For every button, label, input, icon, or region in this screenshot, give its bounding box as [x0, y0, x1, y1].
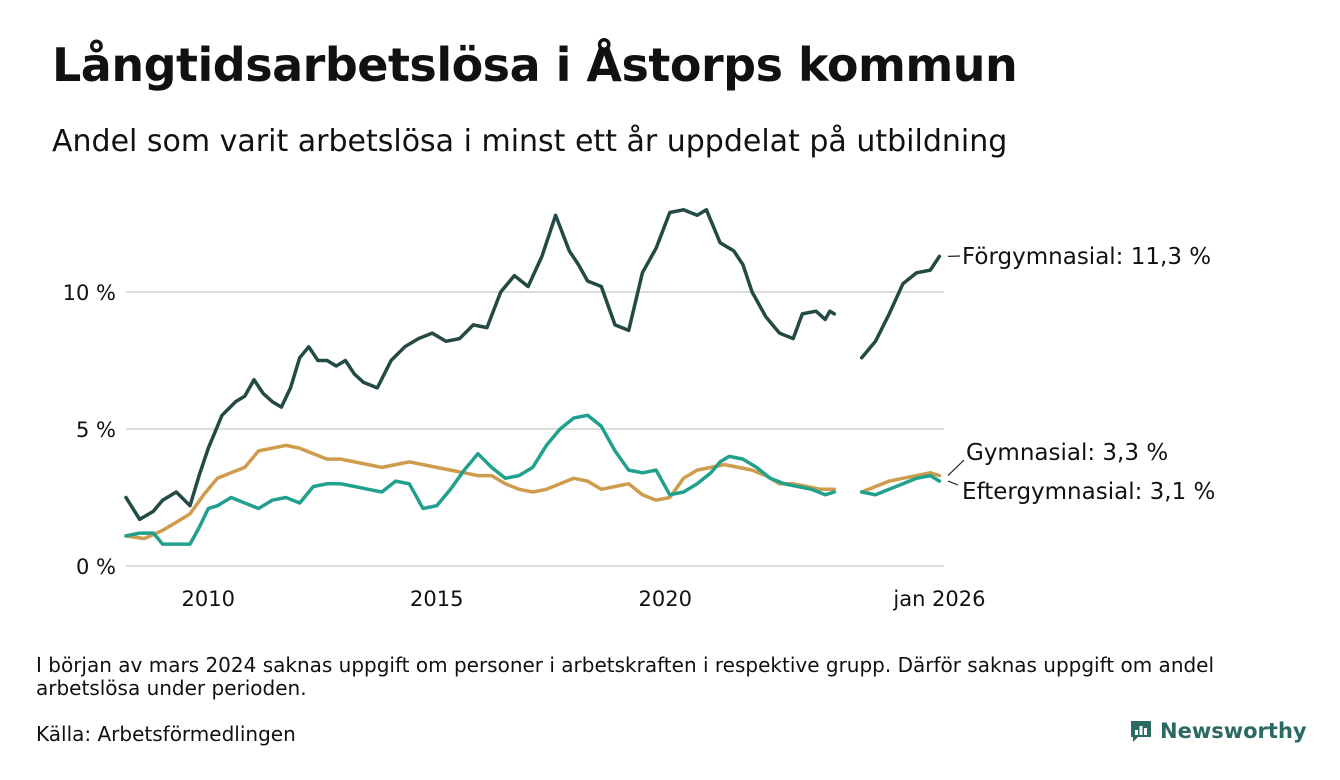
x-tick-label: 2015 [410, 587, 463, 611]
x-axis-ticks: 2010 2015 2020 jan 2026 [182, 587, 986, 611]
series-label-eftergymnasial: Eftergymnasial: 3,1 % [962, 479, 1215, 505]
x-tick-label: 2010 [182, 587, 235, 611]
y-axis-ticks: 0 % 5 % 10 % [63, 281, 116, 579]
newsworthy-logo[interactable]: Newsworthy [1128, 718, 1307, 744]
series-lines [124, 208, 942, 546]
series-line-förgymnasial-1 [124, 208, 837, 522]
series-end-labels: Förgymnasial: 11,3 % Gymnasial: 3,3 % Efte… [947, 244, 1215, 505]
newsworthy-logo-text: Newsworthy [1160, 719, 1307, 743]
gridlines [126, 291, 944, 567]
series-label-förgymnasial: Förgymnasial: 11,3 % [962, 244, 1211, 270]
y-tick-label: 5 % [76, 418, 116, 442]
series-line-förgymnasial-2 [859, 254, 942, 360]
y-tick-label: 0 % [76, 555, 116, 579]
source-text: Källa: Arbetsförmedlingen [36, 722, 296, 746]
series-line-gymnasial-1 [124, 443, 837, 541]
leader-line [947, 480, 959, 486]
series-line-gymnasial-2 [859, 471, 942, 494]
series-label-gymnasial: Gymnasial: 3,3 % [966, 440, 1168, 466]
chart-title: Långtidsarbetslösa i Åstorps kommun [52, 38, 1018, 92]
leader-line [947, 459, 965, 477]
x-tick-label: jan 2026 [892, 587, 985, 611]
y-tick-label: 10 % [63, 281, 116, 305]
series-line-eftergymnasial-2 [859, 473, 942, 497]
x-tick-label: 2020 [639, 587, 692, 611]
chart-subtitle: Andel som varit arbetslösa i minst ett å… [52, 124, 1008, 159]
newsworthy-logo-icon [1131, 721, 1151, 742]
series-line-eftergymnasial-1 [124, 413, 837, 546]
footnote: I början av mars 2024 saknas uppgift om … [36, 653, 1215, 700]
line-chart: 0 % 5 % 10 % 2010 2015 2020 jan 2026 Förgymna… [63, 208, 1215, 611]
